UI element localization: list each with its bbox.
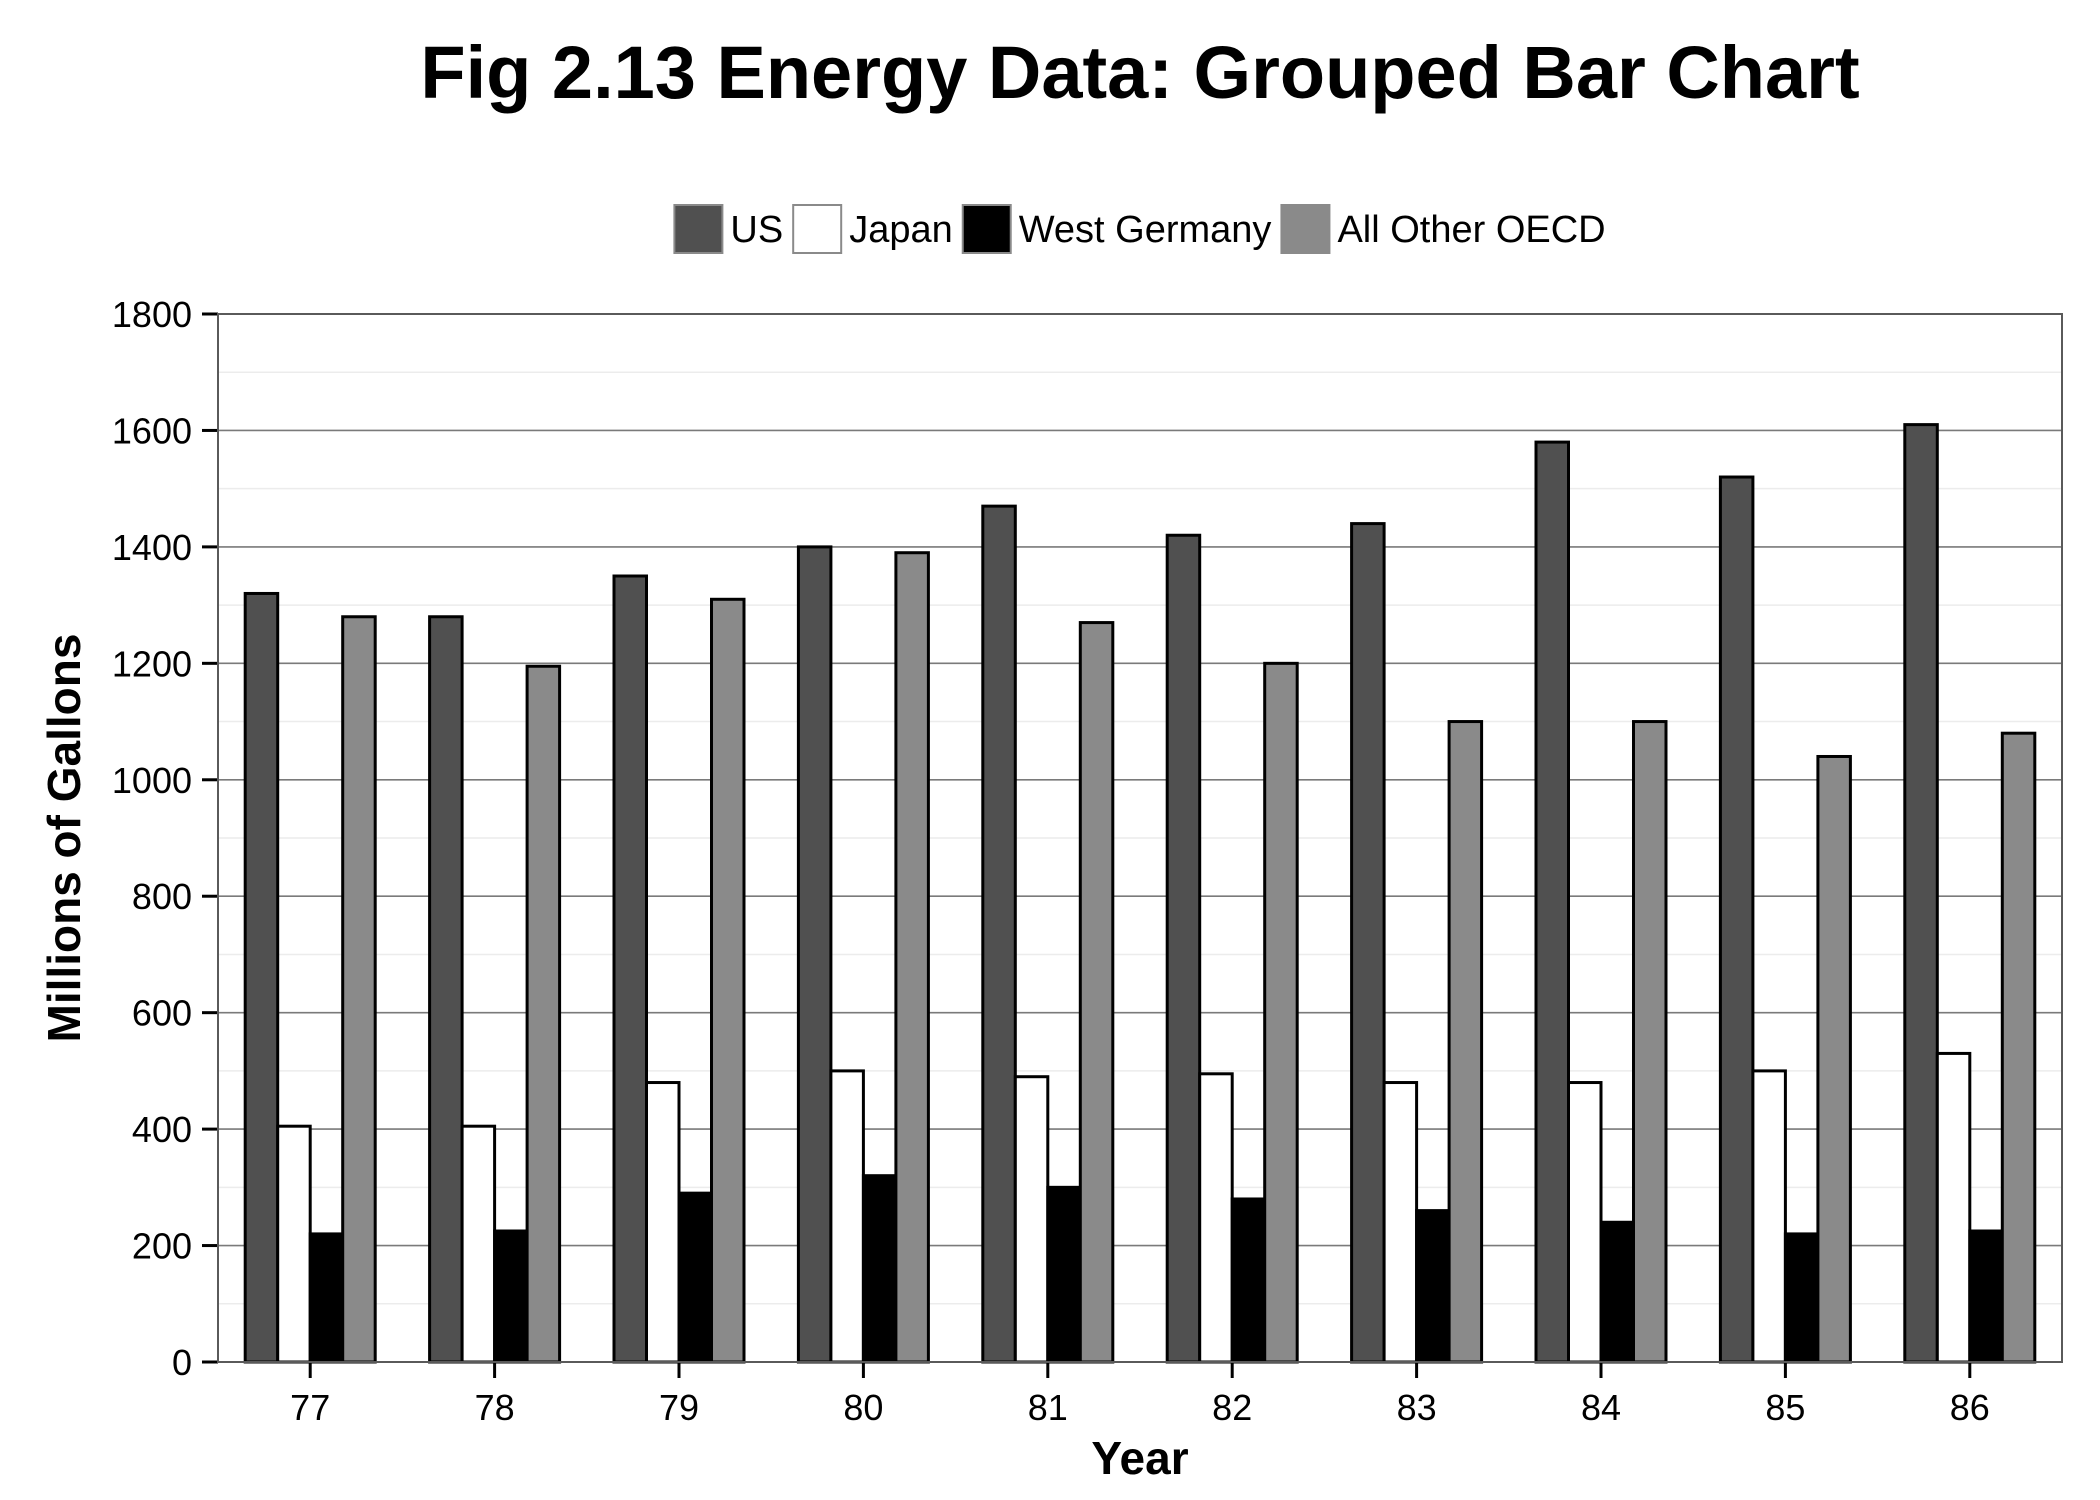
bar-japan-77	[276, 1124, 312, 1364]
bar-all-other-oecd-78	[525, 664, 562, 1364]
legend-label-all-other-oecd: All Other OECD	[1337, 209, 1605, 251]
bar-west-germany-85	[1783, 1232, 1820, 1364]
legend-label-west-germany: West Germany	[1019, 209, 1272, 251]
bar-all-other-oecd-85	[1816, 754, 1852, 1364]
bar-west-germany-84	[1599, 1220, 1635, 1364]
x-tick-label: 86	[1950, 1387, 1990, 1428]
bar-west-germany-80	[861, 1174, 898, 1364]
bar-all-other-oecd-80	[894, 551, 930, 1364]
y-tick-label: 200	[132, 1226, 192, 1267]
legend: US Japan West Germany All Other OECD	[673, 204, 1606, 254]
legend-key-us	[673, 204, 724, 254]
y-tick-label: 600	[132, 993, 192, 1034]
bar-japan-80	[829, 1069, 865, 1364]
bar-all-other-oecd-84	[1632, 720, 1668, 1364]
x-tick-label: 81	[1028, 1387, 1068, 1428]
bar-west-germany-77	[308, 1232, 345, 1364]
y-tick-label: 1600	[112, 410, 192, 451]
bar-all-other-oecd-83	[1447, 720, 1484, 1364]
legend-label-japan: Japan	[849, 209, 953, 251]
bar-japan-83	[1382, 1081, 1419, 1364]
x-axis-title: Year	[1091, 1432, 1188, 1484]
x-tick-label: 78	[475, 1387, 515, 1428]
x-tick-label: 79	[659, 1387, 699, 1428]
bar-west-germany-79	[677, 1191, 713, 1364]
y-axis-title: Millions of Gallons	[38, 634, 90, 1043]
bar-us-86	[1903, 423, 1939, 1364]
bar-all-other-oecd-86	[2000, 731, 2037, 1364]
plot-area: 0 200 400 600 800 1000 1200 1400 1600 1800 77 78 79 8…	[112, 294, 2063, 1428]
bar-us-78	[428, 615, 464, 1364]
legend-label-us: US	[730, 209, 783, 251]
bar-west-germany-83	[1415, 1209, 1451, 1364]
bar-us-80	[796, 545, 833, 1364]
bar-japan-85	[1751, 1069, 1787, 1364]
bar-us-82	[1165, 533, 1202, 1364]
bar-japan-86	[1935, 1051, 1972, 1364]
bar-us-83	[1350, 522, 1386, 1364]
plot-border	[217, 313, 2063, 1363]
bar-west-germany-86	[1968, 1229, 2004, 1364]
x-tick-label: 83	[1397, 1387, 1437, 1428]
bar-japan-78	[460, 1124, 497, 1364]
bar-us-85	[1718, 475, 1755, 1364]
bar-us-84	[1534, 440, 1570, 1364]
bar-all-other-oecd-82	[1263, 661, 1299, 1364]
x-tick-label: 80	[843, 1387, 883, 1428]
bar-all-other-oecd-77	[341, 615, 377, 1364]
bar-japan-82	[1198, 1072, 1234, 1364]
bar-all-other-oecd-81	[1078, 621, 1115, 1364]
y-tick-label: 1800	[112, 294, 192, 335]
legend-key-all-other-oecd	[1280, 204, 1331, 254]
x-tick-label: 82	[1212, 1387, 1252, 1428]
bar-us-77	[243, 591, 280, 1364]
bar-japan-84	[1567, 1081, 1603, 1364]
bar-west-germany-82	[1230, 1197, 1267, 1364]
bar-us-79	[612, 574, 648, 1364]
y-tick-label: 1400	[112, 527, 192, 568]
x-tick-label: 84	[1581, 1387, 1621, 1428]
y-tick-label: 400	[132, 1109, 192, 1150]
bar-japan-79	[645, 1081, 681, 1364]
y-tick-label: 1200	[112, 643, 192, 684]
y-tick-label: 1000	[112, 760, 192, 801]
legend-key-west-germany	[961, 204, 1012, 254]
bar-all-other-oecd-79	[710, 597, 746, 1364]
y-tick-label: 0	[172, 1342, 192, 1383]
x-tick-label: 77	[290, 1387, 330, 1428]
bar-us-81	[981, 504, 1017, 1364]
bar-japan-81	[1013, 1075, 1050, 1364]
bar-west-germany-81	[1046, 1185, 1082, 1364]
x-tick-label: 85	[1765, 1387, 1805, 1428]
chart-title: Fig 2.13 Energy Data: Grouped Bar Chart	[420, 31, 1859, 114]
bar-west-germany-78	[493, 1229, 529, 1364]
legend-key-japan	[792, 204, 843, 254]
y-tick-label: 800	[132, 876, 192, 917]
